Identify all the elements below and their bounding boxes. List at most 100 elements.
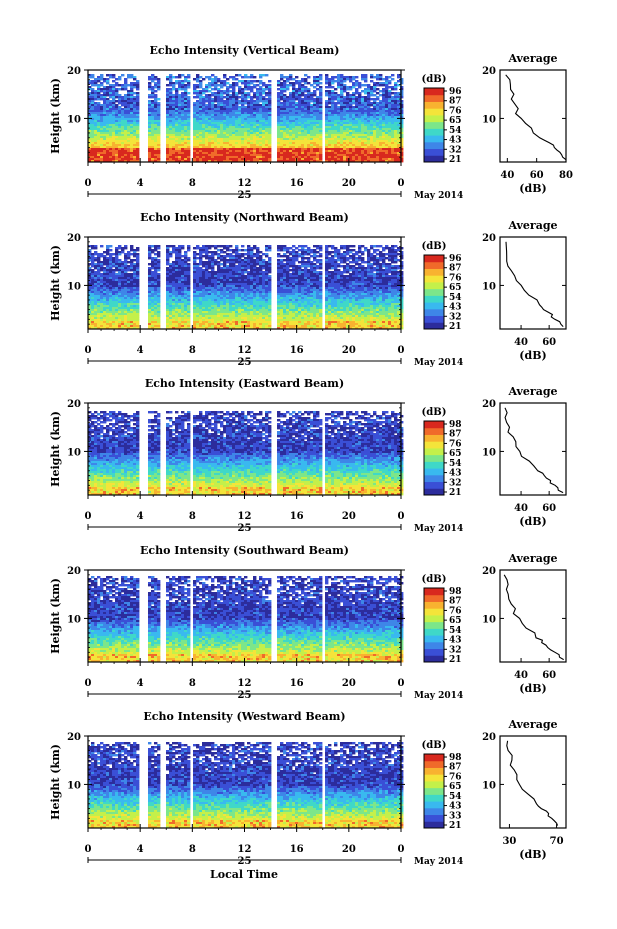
day-label: 25 [238,357,252,368]
colorbar-segment [424,454,444,462]
avg-x-tick-label: 80 [559,170,573,181]
heatmap [88,576,404,663]
colorbar-frame [423,254,445,330]
panel-title: Echo Intensity (Northward Beam) [140,211,349,224]
y-axis-label: Height (km) [49,411,62,487]
panel-1: Echo Intensity (Northward Beam) 20 10 Heigh… [49,211,567,368]
avg-y-tick-label: 10 [482,780,496,791]
colorbar-segment [424,135,444,143]
y-tick-label: 20 [67,566,81,577]
y-tick-label: 20 [67,233,81,244]
average-title: Average [507,385,557,398]
y-tick-label: 20 [67,399,81,410]
x-tick-label: 0 [85,345,92,356]
x-tick-label: 12 [238,678,252,689]
average-frame [499,735,567,829]
panel-3: Echo Intensity (Southward Beam) 20 10 Heigh… [49,544,567,701]
panel-0: Echo Intensity (Vertical Beam) 20 10 Height… [49,44,573,201]
y-axis-label: Height (km) [49,578,62,654]
colorbar-segment [424,760,444,768]
panel-title: Echo Intensity (Westward Beam) [143,710,345,723]
x-tick-label: 16 [290,844,304,855]
colorbar-segment [424,308,444,317]
colorbar-segment [424,774,444,782]
average-title: Average [507,718,557,731]
day-label: 25 [238,523,252,534]
colorbar-segment [424,434,444,442]
x-tick-label: 8 [189,178,196,189]
x-tick-label: 0 [85,511,92,522]
colorbar-segment [424,275,444,283]
colorbar-segment [424,447,444,456]
x-tick-label: 8 [189,511,196,522]
x-tick-label: 0 [398,678,405,689]
average-frame [499,236,567,330]
colorbar-segment [424,427,444,435]
colorbar-tick-label: 65 [449,616,462,626]
colorbar-segment [424,295,444,303]
colorbar-tick-label: 43 [449,303,462,313]
colorbar-segment [424,441,444,449]
avg-x-tick-label: 40 [514,503,528,514]
colorbar-tick-label: 76 [449,439,462,449]
average-profile-line [503,574,564,661]
x-tick-label: 0 [398,511,405,522]
colorbar-tick-label: 54 [449,459,462,469]
avg-x-tick-label: 60 [530,170,544,181]
avg-y-tick-label: 10 [482,614,496,625]
y-axis-label: Height (km) [49,245,62,321]
day-label: 25 [238,190,252,201]
date-label: May 2014 [414,857,463,867]
colorbar-segment [424,255,444,263]
colorbar-segment [424,288,444,296]
average-profile-line [505,241,564,327]
colorbar-frame [423,420,445,496]
colorbar-frame [423,753,445,829]
y-tick-label: 10 [67,780,81,791]
colorbar-tick-label: 32 [449,145,462,155]
panel-4: Echo Intensity (Westward Beam) 20 10 Height… [49,710,567,867]
heatmap [88,74,404,163]
y-tick-label: 10 [67,614,81,625]
colorbar-segment [424,814,444,822]
y-axis-label: Height (km) [49,744,62,820]
x-tick-label: 8 [189,844,196,855]
x-tick-label: 20 [342,178,356,189]
colorbar-tick-label: 32 [449,312,462,322]
colorbar-tick-label: 96 [449,254,462,264]
colorbar-segment [424,801,444,809]
colorbar-tick-label: 32 [449,645,462,655]
colorbar-segment [424,488,444,496]
colorbar-segment [424,655,444,663]
avg-x-tick-label: 60 [542,337,556,348]
colorbar-segment [424,128,444,136]
x-tick-label: 8 [189,678,196,689]
colorbar-tick-label: 96 [449,87,462,97]
avg-x-label: (dB) [519,682,546,695]
colorbar-tick-label: 54 [449,293,462,303]
avg-x-label: (dB) [519,515,546,528]
avg-y-tick-label: 20 [482,399,496,410]
colorbar-frame [423,87,445,163]
colorbar-segment [424,88,444,96]
colorbar-segment [424,641,444,650]
colorbar-tick-label: 21 [449,655,462,665]
colorbar-segment [424,141,444,150]
y-axis-label: Height (km) [49,78,62,154]
colorbar-frame [423,587,445,663]
x-tick-label: 16 [290,678,304,689]
colorbar-tick-label: 21 [449,155,462,165]
x-tick-label: 4 [137,178,144,189]
colorbar-tick-label: 76 [449,106,462,116]
x-tick-label: 20 [342,678,356,689]
colorbar-tick-label: 65 [449,782,462,792]
average-profile-line [504,407,564,494]
avg-y-tick-label: 10 [482,281,496,292]
x-tick-label: 0 [398,844,405,855]
colorbar-segment [424,121,444,129]
colorbar-tick-label: 43 [449,802,462,812]
average-title: Average [507,52,557,65]
y-tick-label: 20 [67,732,81,743]
colorbar-segment [424,614,444,623]
